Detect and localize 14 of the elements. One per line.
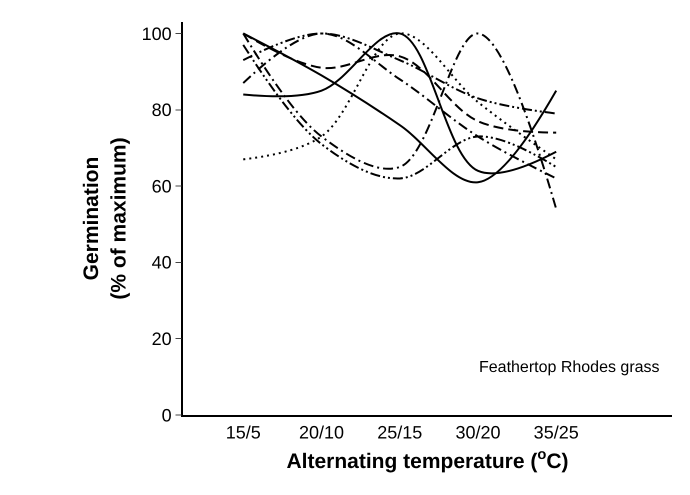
x-tick-label: 15/5 bbox=[226, 422, 261, 442]
y-tick-label: 0 bbox=[162, 405, 172, 426]
x-tick-label: 30/20 bbox=[455, 422, 500, 442]
annotation: Feathertop Rhodes grass bbox=[479, 359, 660, 376]
x-tick-label: 20/10 bbox=[298, 422, 344, 442]
x-axis-title: Alternating temperature ($^{o}$C) bbox=[286, 447, 569, 474]
y-tick-label: 80 bbox=[152, 100, 172, 120]
y-axis-title: Germination (% of maximum) bbox=[80, 137, 130, 300]
x-tick-label: 25/15 bbox=[377, 422, 422, 442]
y-tick-label: 100 bbox=[142, 24, 172, 44]
y-tick-label: 40 bbox=[152, 252, 172, 273]
y-tick-label: 60 bbox=[152, 176, 172, 196]
x-tick-label: 35/25 bbox=[534, 422, 579, 442]
y-tick-label: 20 bbox=[152, 328, 172, 349]
